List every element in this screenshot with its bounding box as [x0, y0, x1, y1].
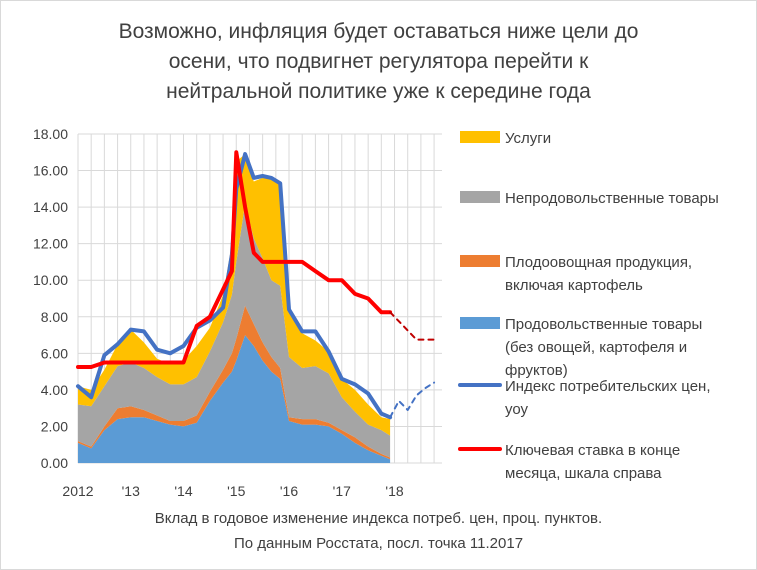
x-tick-label: '16 — [280, 483, 298, 499]
legend-label-food: фруктов) — [505, 362, 568, 379]
axis-labels: 0.00 2.00 4.00 6.00 8.00 10.00 12.00 14.00 16.00… — [33, 126, 404, 499]
x-tick-label: '17 — [333, 483, 351, 499]
legend-label-keyrate: месяца, шкала справа — [505, 465, 662, 482]
area-fruitveg — [78, 305, 391, 460]
legend-swatch-services — [460, 131, 500, 143]
area-nonfood — [78, 203, 391, 458]
y-tick-label: 8.00 — [41, 309, 68, 325]
y-tick-label: 18.00 — [33, 126, 68, 142]
legend-swatch-food — [460, 317, 500, 329]
footnote-line-1: Вклад в годовое изменение индекса потреб… — [154, 510, 603, 527]
chart-title-line-2: осени, что подвигнет регулятора перейти … — [168, 50, 589, 73]
line-keyrate — [76, 150, 393, 369]
x-tick-label: '14 — [174, 483, 192, 499]
footnote-line-2: По данным Росстата, посл. точка 11.2017 — [233, 535, 524, 552]
line-keyrate-forecast — [389, 311, 436, 341]
x-tick-label: '18 — [385, 483, 403, 499]
y-tick-label: 2.00 — [41, 418, 68, 434]
x-tick-label: 2012 — [62, 483, 93, 499]
y-tick-label: 14.00 — [33, 199, 68, 215]
y-tick-label: 16.00 — [33, 163, 68, 179]
y-tick-label: 6.00 — [41, 345, 68, 361]
line-series — [76, 150, 436, 420]
legend-label-keyrate: Ключевая ставка в конце — [505, 442, 680, 459]
y-tick-label: 12.00 — [33, 236, 68, 252]
legend-label-food: Продовольственные товары — [505, 316, 702, 333]
legend: Услуги Непродовольственные товары Плодоово… — [458, 130, 719, 482]
legend-label-food: (без овощей, картофеля и — [505, 339, 687, 356]
y-tick-label: 4.00 — [41, 382, 68, 398]
chart-title-line-1: Возможно, инфляция будет оставаться ниже… — [118, 20, 639, 43]
legend-label-fruitveg: Плодоовощная продукция, — [505, 254, 692, 271]
legend-label-services: Услуги — [505, 130, 551, 147]
chart-title-line-3: нейтральной политике уже к середине года — [166, 80, 591, 103]
x-tick-label: '13 — [122, 483, 140, 499]
legend-label-cpi: Индекс потребительских цен, — [505, 378, 711, 395]
y-tick-label: 10.00 — [33, 272, 68, 288]
legend-label-nonfood: Непродовольственные товары — [505, 190, 719, 207]
line-cpi-forecast — [389, 381, 436, 419]
legend-swatch-nonfood — [460, 191, 500, 203]
area-food — [78, 335, 391, 463]
legend-label-fruitveg: включая картофель — [505, 277, 643, 294]
legend-label-cpi: уоу — [505, 401, 528, 418]
area-services — [78, 154, 391, 436]
legend-swatch-fruitveg — [460, 255, 500, 267]
x-tick-label: '15 — [227, 483, 245, 499]
stacked-areas — [78, 154, 391, 463]
y-tick-label: 0.00 — [41, 455, 68, 471]
